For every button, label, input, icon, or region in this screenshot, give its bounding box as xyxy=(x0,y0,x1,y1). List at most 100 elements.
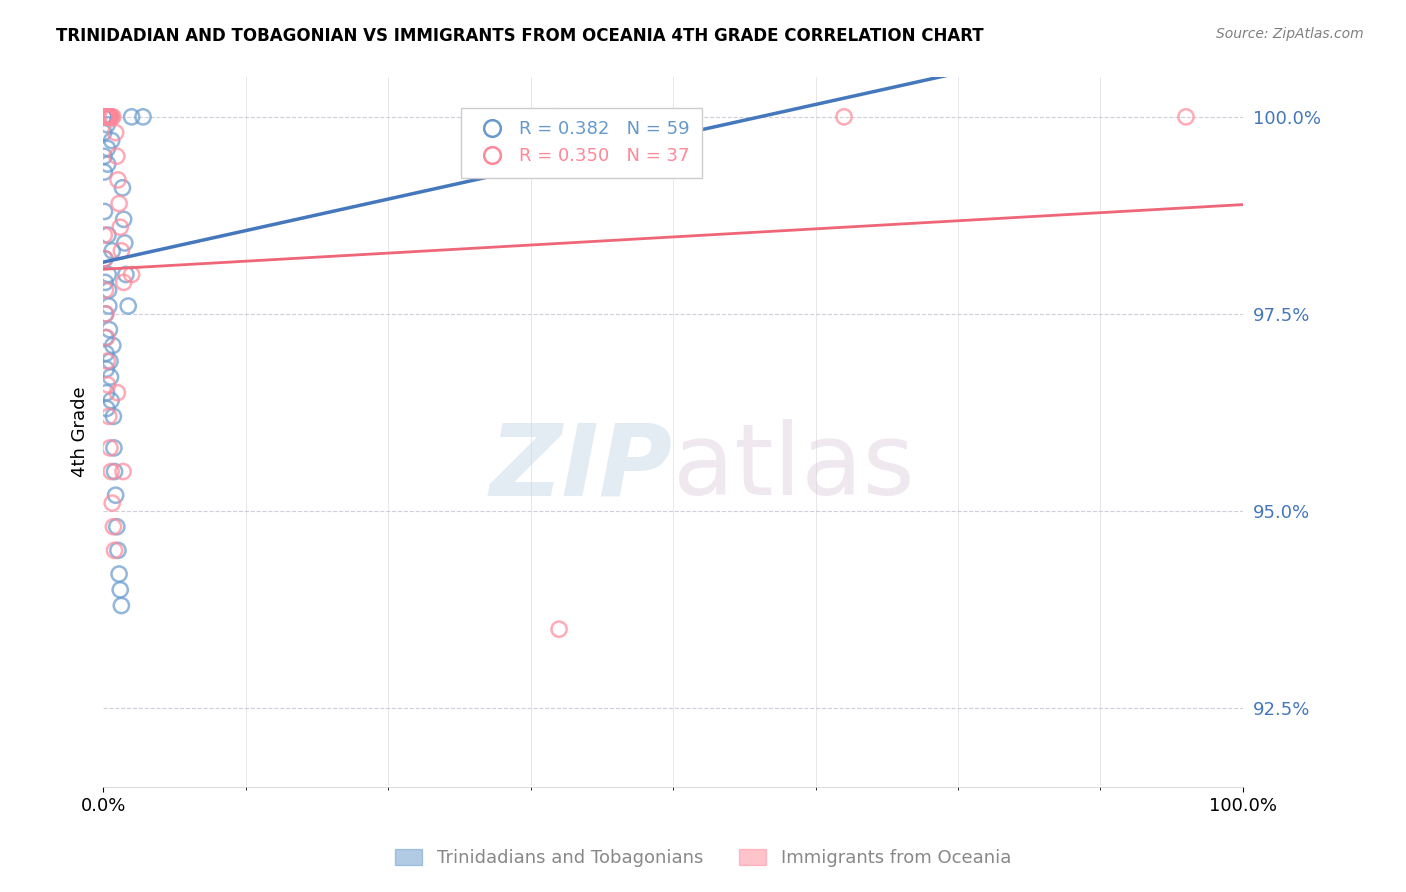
Point xyxy=(108,196,131,211)
Point xyxy=(108,567,131,582)
Point xyxy=(96,401,118,416)
Point xyxy=(96,110,118,124)
Point xyxy=(96,110,118,124)
Point xyxy=(94,110,117,124)
Point xyxy=(112,465,135,479)
Point xyxy=(105,149,128,163)
Point xyxy=(98,441,121,455)
Point xyxy=(93,110,115,124)
Point xyxy=(107,543,129,558)
Point xyxy=(103,465,125,479)
Point xyxy=(111,181,134,195)
Point xyxy=(96,141,118,155)
Point xyxy=(93,228,115,243)
Point xyxy=(96,385,118,400)
Point xyxy=(97,283,120,297)
Point xyxy=(93,110,115,124)
Point xyxy=(832,110,855,124)
Point xyxy=(96,330,118,344)
Point xyxy=(96,354,118,368)
Point xyxy=(104,488,127,502)
Point xyxy=(93,110,115,124)
Point xyxy=(110,582,132,597)
Point xyxy=(101,244,124,258)
Point xyxy=(94,283,117,297)
Point xyxy=(97,157,120,171)
Point xyxy=(103,409,125,424)
Point xyxy=(97,228,120,243)
Point xyxy=(94,276,117,290)
Point xyxy=(98,110,121,124)
Point xyxy=(98,354,121,368)
Point xyxy=(107,173,129,187)
Point xyxy=(548,110,571,124)
Legend: R = 0.382   N = 59, R = 0.350   N = 37: R = 0.382 N = 59, R = 0.350 N = 37 xyxy=(461,108,703,178)
Point xyxy=(101,110,124,124)
Point xyxy=(93,126,115,140)
Point xyxy=(96,362,118,376)
Text: TRINIDADIAN AND TOBAGONIAN VS IMMIGRANTS FROM OCEANIA 4TH GRADE CORRELATION CHAR: TRINIDADIAN AND TOBAGONIAN VS IMMIGRANTS… xyxy=(56,27,984,45)
Y-axis label: 4th Grade: 4th Grade xyxy=(72,387,89,477)
Legend: Trinidadians and Tobagonians, Immigrants from Oceania: Trinidadians and Tobagonians, Immigrants… xyxy=(388,841,1018,874)
Point xyxy=(100,465,122,479)
Point xyxy=(97,110,120,124)
Point xyxy=(548,622,571,636)
Point xyxy=(132,110,155,124)
Point xyxy=(96,110,118,124)
Point xyxy=(112,212,135,227)
Point xyxy=(101,496,124,510)
Point xyxy=(94,346,117,360)
Point xyxy=(98,110,121,124)
Point xyxy=(110,244,132,258)
Point xyxy=(94,110,117,124)
Point xyxy=(97,299,120,313)
Point xyxy=(121,110,143,124)
Point xyxy=(93,110,115,124)
Point xyxy=(97,377,120,392)
Point xyxy=(114,235,136,250)
Point xyxy=(94,110,117,124)
Point xyxy=(97,409,120,424)
Point xyxy=(115,268,138,282)
Point xyxy=(97,268,120,282)
Point xyxy=(94,307,117,321)
Text: ZIP: ZIP xyxy=(491,419,673,516)
Point xyxy=(98,323,121,337)
Point xyxy=(105,385,128,400)
Point xyxy=(103,519,125,533)
Point xyxy=(101,338,124,352)
Point xyxy=(94,110,117,124)
Point xyxy=(100,110,122,124)
Point xyxy=(96,110,118,124)
Text: Source: ZipAtlas.com: Source: ZipAtlas.com xyxy=(1216,27,1364,41)
Point xyxy=(97,110,120,124)
Point xyxy=(94,307,117,321)
Point xyxy=(94,252,117,266)
Point xyxy=(93,110,115,124)
Point xyxy=(93,165,115,179)
Point xyxy=(93,149,115,163)
Point xyxy=(100,370,122,384)
Point xyxy=(94,252,117,266)
Point xyxy=(121,268,143,282)
Point xyxy=(100,393,122,408)
Point xyxy=(110,599,132,613)
Point xyxy=(94,110,117,124)
Point xyxy=(112,276,135,290)
Point xyxy=(93,110,115,124)
Point xyxy=(96,110,118,124)
Point xyxy=(98,110,121,124)
Point xyxy=(96,118,118,132)
Point xyxy=(103,441,125,455)
Point xyxy=(104,126,127,140)
Text: atlas: atlas xyxy=(673,419,915,516)
Point xyxy=(100,134,122,148)
Point xyxy=(97,110,120,124)
Point xyxy=(94,330,117,344)
Point xyxy=(100,110,122,124)
Point xyxy=(96,110,118,124)
Point xyxy=(110,220,132,235)
Point xyxy=(117,299,139,313)
Point xyxy=(105,519,128,533)
Point xyxy=(94,110,117,124)
